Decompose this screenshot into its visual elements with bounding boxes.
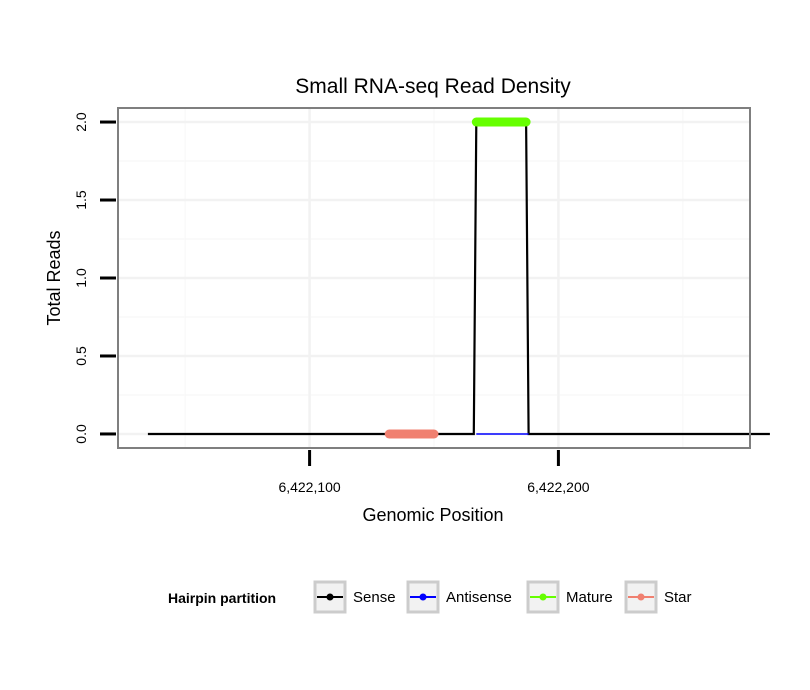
legend-item-label: Mature (566, 589, 613, 606)
chart-title: Small RNA-seq Read Density (295, 75, 571, 98)
series-layer (147, 117, 770, 439)
legend-item-mature: Mature (526, 580, 613, 614)
x-tick-label: 6,422,100 (278, 479, 340, 495)
y-tick-label: 0.5 (73, 346, 89, 366)
x-axis: 6,422,100 6,422,200 (278, 450, 590, 495)
y-tick-label: 1.0 (73, 268, 89, 288)
legend-key (526, 580, 560, 614)
legend-title: Hairpin partition (168, 590, 276, 606)
legend-item-antisense: Antisense (406, 580, 512, 614)
y-axis-label: Total Reads (44, 230, 64, 325)
legend-key-point (419, 593, 427, 601)
legend-key-point (539, 593, 547, 601)
y-tick-label: 1.5 (73, 190, 89, 210)
legend-key-point (637, 593, 645, 601)
plot-border (117, 107, 751, 449)
x-tick-label: 6,422,200 (527, 479, 589, 495)
legend-item-label: Sense (353, 589, 396, 606)
y-axis: 0.0 0.5 1.0 1.5 2.0 (73, 112, 116, 444)
legend-item-sense: Sense (313, 580, 396, 614)
legend-item-label: Antisense (446, 589, 512, 606)
legend: Hairpin partition Sense Antisense Mature St… (168, 580, 692, 614)
plot-area (117, 107, 770, 449)
legend-key-point (326, 593, 334, 601)
legend-item-label: Star (664, 589, 692, 606)
y-tick-label: 2.0 (73, 112, 89, 132)
y-tick-label: 0.0 (73, 424, 89, 444)
legend-item-star: Star (624, 580, 692, 614)
x-axis-label: Genomic Position (362, 505, 503, 525)
